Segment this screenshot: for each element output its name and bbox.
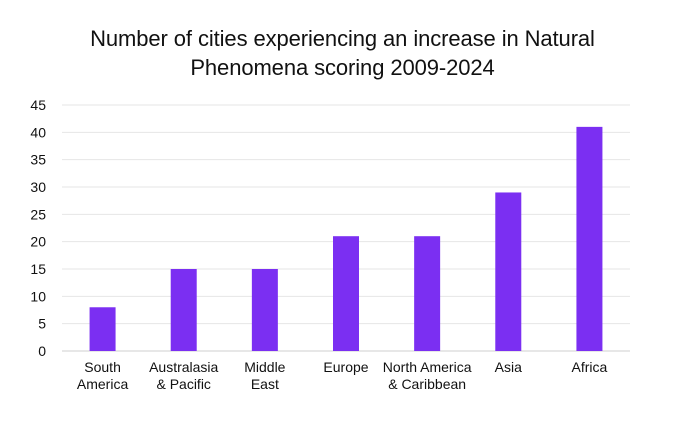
- x-category-label-line: Australasia: [149, 359, 218, 375]
- chart-title-line-2: Phenomena scoring 2009-2024: [190, 55, 495, 80]
- bar: [495, 192, 522, 351]
- y-tick-label: 5: [38, 316, 46, 332]
- x-category-label-line: America: [77, 376, 129, 392]
- chart-title-line-1: Number of cities experiencing an increas…: [90, 26, 595, 51]
- x-category-label-line: North America: [383, 359, 472, 375]
- bar: [333, 236, 359, 351]
- y-tick-label: 30: [30, 179, 46, 195]
- x-category-label: North America & Caribbean: [383, 359, 472, 392]
- x-category-label-line: Africa: [572, 359, 608, 375]
- x-category-label-line: South: [84, 359, 121, 375]
- x-category-label-line: Asia: [495, 359, 522, 375]
- x-category-label: Africa: [572, 359, 608, 375]
- x-category-label: Middle East: [244, 359, 285, 392]
- x-category-label-line: & Pacific: [156, 376, 210, 392]
- x-category-label: South America: [77, 359, 129, 392]
- x-category-label: Asia: [495, 359, 522, 375]
- bar: [576, 126, 603, 351]
- chart-title: Number of cities experiencing an increas…: [0, 24, 685, 82]
- x-category-label: Australasia & Pacific: [149, 359, 218, 392]
- bar: [414, 236, 441, 351]
- x-category-label-line: & Caribbean: [388, 376, 466, 392]
- x-category-label: Europe: [323, 359, 368, 375]
- x-category-label-line: Europe: [323, 359, 368, 375]
- y-tick-label: 45: [30, 97, 46, 113]
- x-category-label-line: Middle: [244, 359, 285, 375]
- y-tick-label: 10: [30, 288, 46, 304]
- y-tick-label: 15: [30, 261, 46, 277]
- y-tick-label: 40: [30, 124, 46, 140]
- y-tick-label: 25: [30, 206, 46, 222]
- y-tick-label: 0: [38, 343, 46, 359]
- bar: [170, 269, 197, 351]
- bar: [251, 269, 278, 351]
- bar: [89, 307, 116, 351]
- x-category-label-line: East: [251, 376, 279, 392]
- y-tick-label: 20: [30, 234, 46, 250]
- y-tick-label: 35: [30, 152, 46, 168]
